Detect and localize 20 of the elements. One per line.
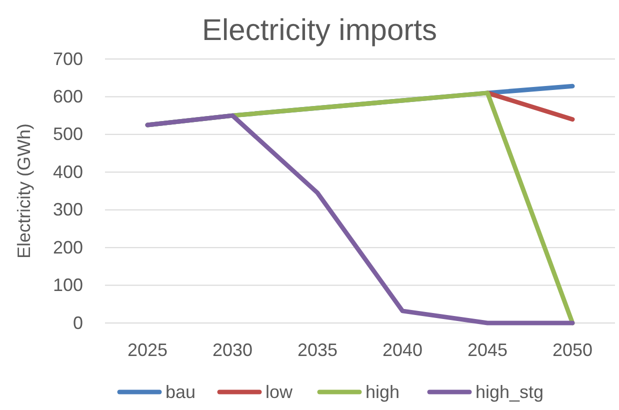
y-tick-label: 500 (52, 124, 83, 144)
y-tick-label: 700 (52, 48, 83, 69)
legend-label: high_stg (476, 382, 544, 402)
y-tick-label: 400 (52, 162, 83, 182)
legend-label: bau (166, 382, 196, 402)
x-tick-label: 2030 (212, 340, 253, 360)
x-tick-label: 2025 (127, 340, 168, 360)
y-tick-label: 100 (52, 275, 83, 296)
legend-label: high (366, 382, 400, 402)
y-tick-label: 300 (52, 200, 83, 220)
x-tick-label: 2050 (552, 340, 593, 360)
x-tick-label: 2035 (297, 340, 338, 360)
legend-label: low (266, 382, 294, 402)
y-tick-label: 200 (52, 237, 83, 258)
y-axis-title: Electricity (GWh) (14, 124, 34, 258)
y-tick-label: 600 (52, 86, 83, 106)
y-tick-label: 0 (72, 312, 83, 333)
x-tick-label: 2045 (467, 340, 508, 360)
x-tick-label: 2040 (382, 340, 423, 360)
chart-title: Electricity imports (202, 14, 438, 47)
